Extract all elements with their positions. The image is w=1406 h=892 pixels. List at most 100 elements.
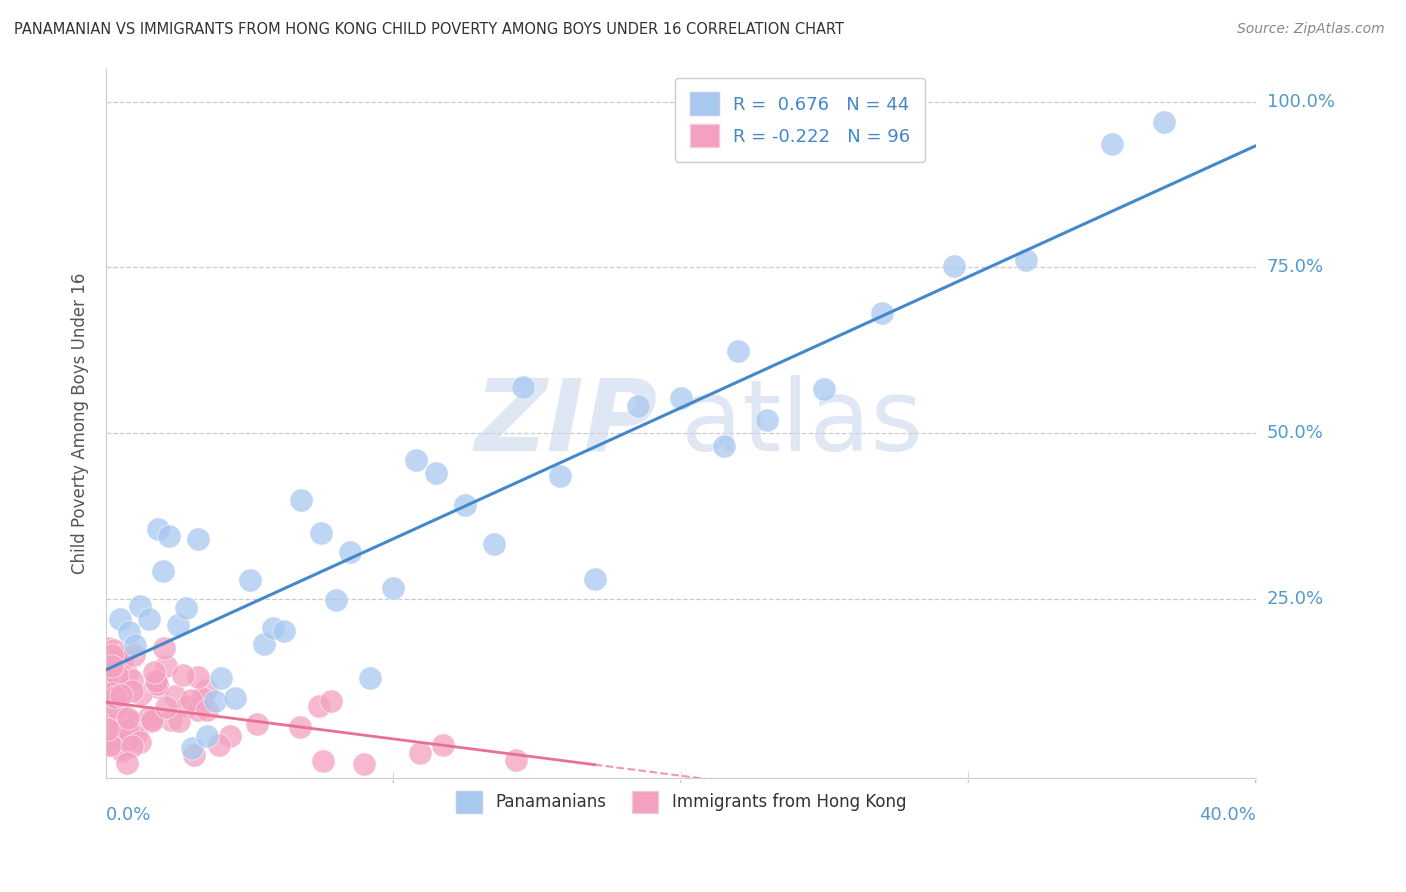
Point [627, 399, 650, 413]
Point [159, 713, 181, 727]
Point [224, 690, 246, 705]
Point [124, 648, 146, 662]
Point [138, 710, 160, 724]
Point [129, 599, 152, 613]
Text: 50.0%: 50.0% [1267, 425, 1323, 442]
Point [142, 665, 165, 679]
Point [1015, 253, 1038, 268]
Point [121, 739, 143, 754]
Point [432, 738, 454, 752]
Point [204, 693, 226, 707]
Point [512, 380, 534, 394]
Point [239, 573, 262, 587]
Point [208, 739, 231, 753]
Point [312, 754, 335, 768]
Legend: Panamanians, Immigrants from Hong Kong: Panamanians, Immigrants from Hong Kong [449, 785, 912, 820]
Point [110, 689, 132, 703]
Point [187, 703, 209, 717]
Point [1101, 137, 1123, 152]
Point [129, 687, 152, 701]
Point [127, 725, 149, 739]
Point [195, 702, 218, 716]
Point [115, 756, 138, 770]
Point [108, 731, 131, 746]
Point [146, 677, 169, 691]
Y-axis label: Child Poverty Among Boys Under 16: Child Poverty Among Boys Under 16 [72, 273, 89, 574]
Text: 100.0%: 100.0% [1267, 93, 1334, 111]
Point [155, 700, 177, 714]
Text: PANAMANIAN VS IMMIGRANTS FROM HONG KONG CHILD POVERTY AMONG BOYS UNDER 16 CORREL: PANAMANIAN VS IMMIGRANTS FROM HONG KONG … [14, 22, 844, 37]
Point [195, 729, 218, 743]
Point [187, 670, 209, 684]
Text: 40.0%: 40.0% [1199, 806, 1256, 824]
Point [105, 701, 128, 715]
Point [583, 572, 606, 586]
Point [104, 732, 127, 747]
Point [219, 729, 242, 743]
Point [121, 673, 143, 688]
Point [118, 625, 141, 640]
Text: Source: ZipAtlas.com: Source: ZipAtlas.com [1237, 22, 1385, 37]
Point [117, 723, 139, 738]
Point [253, 637, 276, 651]
Point [98, 721, 121, 735]
Point [176, 699, 198, 714]
Point [107, 724, 129, 739]
Point [409, 746, 432, 760]
Point [548, 469, 571, 483]
Point [115, 731, 138, 746]
Point [125, 717, 148, 731]
Point [98, 739, 121, 753]
Point [152, 564, 174, 578]
Point [167, 714, 190, 728]
Point [727, 344, 749, 359]
Point [425, 466, 447, 480]
Point [98, 736, 121, 750]
Point [103, 692, 125, 706]
Point [153, 640, 176, 655]
Point [138, 612, 160, 626]
Point [163, 689, 186, 703]
Point [183, 748, 205, 763]
Point [105, 668, 128, 682]
Point [141, 713, 163, 727]
Text: 75.0%: 75.0% [1267, 259, 1324, 277]
Text: ZIP: ZIP [475, 375, 658, 472]
Point [105, 697, 128, 711]
Point [325, 593, 347, 607]
Point [111, 655, 134, 669]
Point [97, 653, 120, 667]
Point [290, 492, 312, 507]
Point [98, 738, 121, 752]
Point [181, 741, 204, 756]
Point [359, 671, 381, 685]
Point [103, 732, 125, 747]
Point [129, 735, 152, 749]
Point [110, 612, 132, 626]
Point [96, 694, 118, 708]
Point [114, 733, 136, 747]
Point [111, 741, 134, 756]
Point [669, 391, 692, 405]
Point [870, 306, 893, 320]
Point [117, 711, 139, 725]
Point [813, 383, 835, 397]
Point [96, 702, 118, 716]
Point [118, 714, 141, 728]
Text: 0.0%: 0.0% [105, 806, 152, 824]
Point [97, 689, 120, 703]
Point [246, 717, 269, 731]
Point [713, 440, 735, 454]
Point [145, 674, 167, 689]
Point [98, 663, 121, 677]
Point [157, 529, 180, 543]
Point [114, 713, 136, 727]
Point [1153, 114, 1175, 128]
Point [942, 259, 965, 273]
Point [115, 666, 138, 681]
Point [454, 498, 477, 512]
Point [97, 723, 120, 737]
Point [104, 725, 127, 739]
Point [339, 545, 361, 559]
Text: atlas: atlas [681, 375, 922, 472]
